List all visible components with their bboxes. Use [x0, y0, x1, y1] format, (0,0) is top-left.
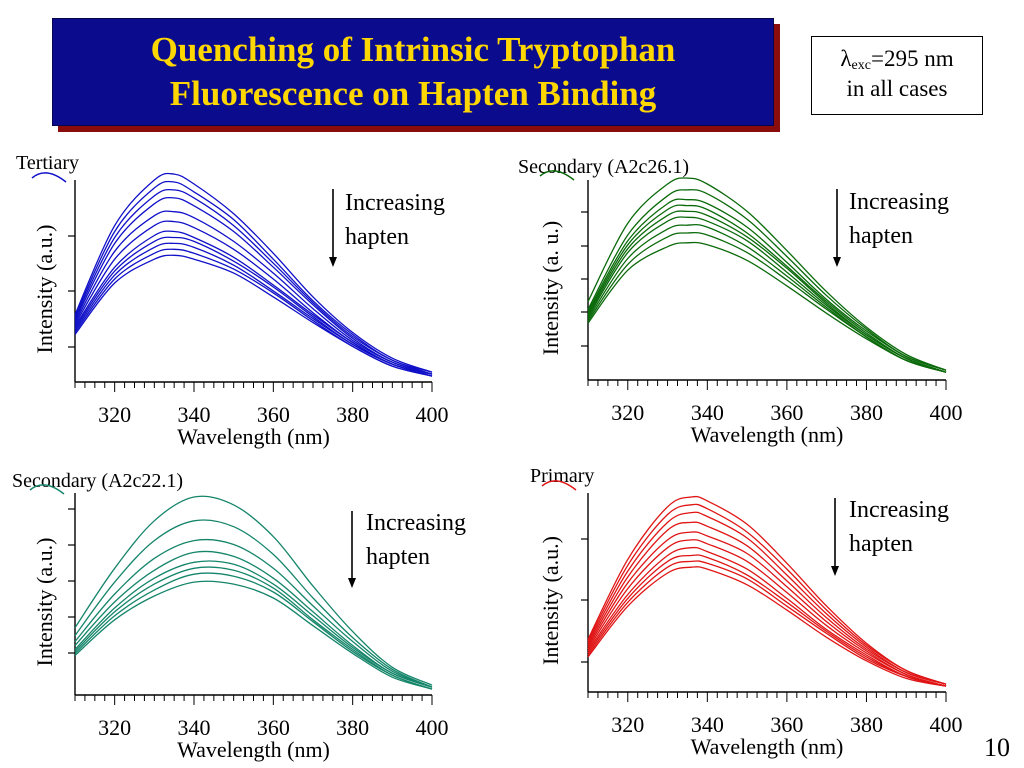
- lambda-symbol: λ: [840, 46, 852, 71]
- title-line-1: Quenching of Intrinsic Tryptophan: [150, 30, 676, 69]
- annotation-text-line2: hapten: [345, 224, 409, 250]
- x-tick-label: 400: [416, 715, 449, 740]
- series-line: [587, 554, 947, 687]
- series-line: [74, 188, 433, 375]
- x-tick-label: 360: [257, 715, 290, 740]
- chart-panel-1: 320 340 360 380 400 Wavelength (nm) Intensity …: [16, 152, 449, 449]
- series-line: [74, 210, 433, 375]
- y-axis-label: Intensity (a.u.): [32, 225, 57, 354]
- series-line: [74, 538, 433, 688]
- series-line: [587, 204, 947, 373]
- excitation-line2: in all cases: [846, 76, 948, 101]
- series-line: [587, 177, 947, 371]
- series-line: [74, 572, 433, 690]
- annotation-text-line1: Increasing: [849, 189, 949, 215]
- y-axis-label: Intensity (a. u.): [538, 221, 563, 355]
- panel-label: Secondary (A2c26.1): [518, 156, 689, 178]
- x-tick-label: 400: [416, 402, 449, 427]
- series-line: [587, 539, 947, 687]
- series-line: [587, 566, 947, 687]
- title-line-2: Fluorescence on Hapten Binding: [169, 74, 657, 113]
- series-line: [587, 560, 947, 687]
- x-tick-label: 340: [691, 712, 724, 737]
- x-axis-label: Wavelength (nm): [177, 737, 330, 762]
- series-line: [74, 495, 433, 686]
- legend-swatch: [29, 484, 65, 495]
- page-number: 10: [984, 733, 1010, 762]
- x-tick-label: 340: [178, 715, 211, 740]
- panel-label: Secondary (A2c22.1): [12, 470, 183, 492]
- annotation-text-line1: Increasing: [849, 497, 949, 523]
- x-tick-label: 380: [850, 400, 883, 425]
- series-line: [587, 503, 947, 685]
- y-axis-label: Intensity (a.u.): [32, 538, 57, 667]
- x-tick-label: 320: [611, 400, 644, 425]
- legend-swatch: [539, 170, 575, 181]
- series-line: [587, 216, 947, 373]
- x-axis-label: Wavelength (nm): [691, 734, 844, 759]
- chart-panel-2: 320 340 360 380 400 Wavelength (nm) Intensity …: [518, 156, 963, 447]
- annotation-text-line1: Increasing: [345, 190, 445, 216]
- x-tick-label: 380: [850, 712, 883, 737]
- annotation-text-line2: hapten: [366, 544, 430, 570]
- series-line: [587, 495, 947, 685]
- excitation-note: λexc=295 nm in all cases: [811, 36, 983, 115]
- x-tick-label: 360: [770, 400, 803, 425]
- annotation-text-line2: hapten: [849, 531, 913, 557]
- series-line: [74, 580, 433, 690]
- panel-label: Tertiary: [16, 152, 79, 174]
- series-line: [74, 254, 433, 377]
- excitation-value: =295 nm: [870, 46, 954, 71]
- x-tick-label: 400: [930, 400, 963, 425]
- annotation-text-line2: hapten: [849, 223, 913, 249]
- chart-panel-4: 320 340 360 380 400 Wavelength (nm) Intensity …: [530, 465, 963, 759]
- x-tick-label: 320: [98, 715, 131, 740]
- series-line: [587, 241, 947, 373]
- x-axis-label: Wavelength (nm): [691, 422, 844, 447]
- x-tick-label: 340: [178, 402, 211, 427]
- x-tick-label: 340: [691, 400, 724, 425]
- series-line: [74, 242, 433, 377]
- series-line: [74, 230, 433, 375]
- series-line: [74, 180, 433, 373]
- legend-swatch: [541, 480, 577, 491]
- y-axis-label: Intensity (a.u.): [538, 536, 563, 665]
- series-line: [587, 189, 947, 371]
- series-line: [74, 519, 433, 688]
- series-line: [587, 521, 947, 685]
- annotation-arrow-head: [831, 566, 839, 576]
- series-line: [587, 546, 947, 687]
- annotation-arrow-head: [833, 257, 841, 267]
- x-tick-label: 320: [611, 712, 644, 737]
- series-line: [587, 198, 947, 371]
- series-line: [74, 196, 433, 375]
- annotation-arrow-head: [329, 257, 337, 267]
- x-tick-label: 380: [336, 715, 369, 740]
- series-line: [74, 172, 433, 373]
- annotation-text-line1: Increasing: [366, 510, 466, 536]
- series-line: [587, 231, 947, 373]
- chart-panel-3: 320 340 360 380 400 Wavelength (nm) Intensity …: [12, 470, 466, 762]
- x-tick-label: 400: [930, 712, 963, 737]
- panel-label: Primary: [530, 465, 594, 487]
- series-line: [74, 566, 433, 690]
- exc-subscript: exc: [851, 58, 871, 73]
- x-tick-label: 360: [770, 712, 803, 737]
- slide-title: Quenching of Intrinsic Tryptophan Fluore…: [52, 18, 774, 126]
- series-line: [74, 560, 433, 688]
- legend-swatch: [31, 172, 67, 183]
- series-line: [587, 531, 947, 687]
- annotation-arrow-head: [348, 578, 356, 588]
- series-line: [587, 511, 947, 685]
- x-tick-label: 360: [257, 402, 290, 427]
- x-axis-label: Wavelength (nm): [177, 424, 330, 449]
- x-tick-label: 380: [336, 402, 369, 427]
- x-tick-label: 320: [98, 402, 131, 427]
